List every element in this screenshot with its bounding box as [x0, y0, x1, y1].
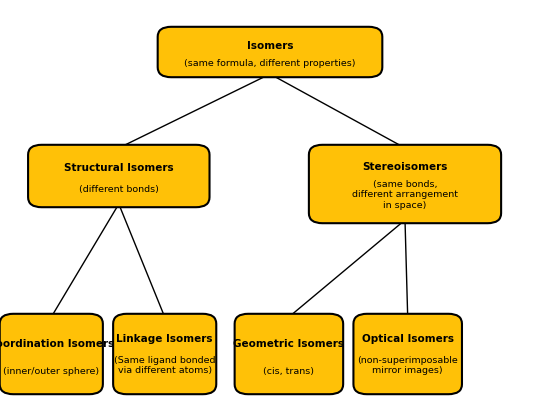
- Text: Coordination Isomers: Coordination Isomers: [0, 339, 114, 349]
- Text: (cis, trans): (cis, trans): [264, 366, 314, 376]
- Text: (same bonds,
different arrangement
in space): (same bonds, different arrangement in sp…: [352, 180, 458, 210]
- FancyBboxPatch shape: [354, 314, 462, 394]
- FancyBboxPatch shape: [28, 145, 210, 207]
- FancyBboxPatch shape: [0, 314, 103, 394]
- Text: Stereoisomers: Stereoisomers: [362, 162, 448, 172]
- Text: Geometric Isomers: Geometric Isomers: [233, 339, 345, 349]
- Text: (inner/outer sphere): (inner/outer sphere): [3, 366, 99, 376]
- Text: (same formula, different properties): (same formula, different properties): [184, 60, 356, 68]
- FancyBboxPatch shape: [309, 145, 501, 223]
- Text: Structural Isomers: Structural Isomers: [64, 164, 174, 174]
- FancyBboxPatch shape: [234, 314, 343, 394]
- FancyBboxPatch shape: [158, 27, 382, 77]
- Text: (different bonds): (different bonds): [79, 186, 159, 194]
- Text: (Same ligand bonded
via different atoms): (Same ligand bonded via different atoms): [114, 356, 215, 375]
- FancyBboxPatch shape: [113, 314, 216, 394]
- Text: Linkage Isomers: Linkage Isomers: [117, 334, 213, 344]
- Text: Isomers: Isomers: [247, 41, 293, 51]
- Text: (non-superimposable
mirror images): (non-superimposable mirror images): [357, 356, 458, 375]
- Text: Optical Isomers: Optical Isomers: [362, 334, 454, 344]
